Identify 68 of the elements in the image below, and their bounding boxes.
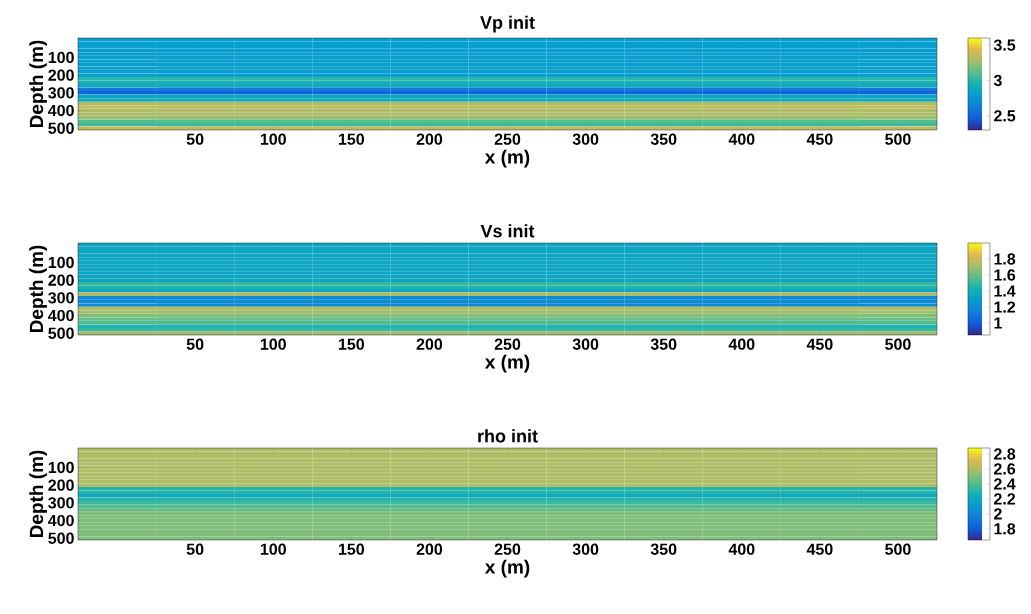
x-tick-label: 250 <box>494 338 521 350</box>
color-bar-label: 2.8 <box>994 448 1016 460</box>
x-axis-title: x (m) <box>484 149 530 168</box>
x-tick-label: 200 <box>416 133 443 145</box>
x-tick-label: 500 <box>885 543 911 555</box>
color-bar-label: 2 <box>994 508 1002 520</box>
y-tick-label: 500 <box>48 327 74 339</box>
color-bar-label: 1.2 <box>994 301 1016 313</box>
x-tick-label: 450 <box>806 543 833 555</box>
y-tick-label: 200 <box>48 274 74 286</box>
y-axis-title: Depth (m) <box>29 245 47 333</box>
x-tick-label: 400 <box>728 133 755 145</box>
y-tick-label: 100 <box>48 51 74 64</box>
y-tick-label: 300 <box>48 497 74 509</box>
color-bar-label: 2.6 <box>994 463 1016 475</box>
x-tick-label: 450 <box>806 133 833 145</box>
color-bar-label: 1.6 <box>994 269 1016 281</box>
color-bar-label: 1.8 <box>994 523 1016 535</box>
x-tick-label: 50 <box>186 543 204 555</box>
y-tick-label: 200 <box>48 479 74 491</box>
x-tick-label: 50 <box>186 133 204 145</box>
y-axis-title: Depth (m) <box>29 450 47 538</box>
x-tick-label: 400 <box>728 543 755 555</box>
color-bar-label: 2.2 <box>994 493 1016 505</box>
color-bar-label: 2.5 <box>994 110 1016 122</box>
y-tick-label: 200 <box>48 69 74 81</box>
color-bar-label: 2.4 <box>994 478 1016 490</box>
x-tick-label: 250 <box>494 133 521 145</box>
chart-title: Vs init <box>480 224 535 238</box>
x-tick-label: 150 <box>338 338 364 350</box>
x-tick-label: 200 <box>416 338 443 350</box>
x-tick-label: 500 <box>885 133 911 145</box>
x-tick-label: 450 <box>806 338 833 350</box>
y-tick-label: 400 <box>48 104 74 117</box>
x-tick-label: 250 <box>494 543 521 555</box>
chart-title: rho init <box>478 429 538 443</box>
x-tick-label: 500 <box>885 338 911 350</box>
x-tick-label: 300 <box>572 133 599 145</box>
x-tick-label: 300 <box>572 543 599 555</box>
y-tick-label: 400 <box>48 514 74 527</box>
y-tick-label: 400 <box>48 309 74 322</box>
y-tick-label: 100 <box>48 256 74 269</box>
x-tick-label: 150 <box>338 543 364 555</box>
x-tick-label: 50 <box>186 338 204 350</box>
y-tick-label: 500 <box>48 532 74 544</box>
y-tick-label: 300 <box>48 292 74 304</box>
y-tick-label: 300 <box>48 87 74 99</box>
x-tick-label: 300 <box>572 338 599 350</box>
y-tick-label: 100 <box>48 461 74 474</box>
y-axis-title: Depth (m) <box>29 40 47 128</box>
x-tick-label: 400 <box>728 338 755 350</box>
x-tick-label: 200 <box>416 543 443 555</box>
x-tick-label: 350 <box>650 133 677 145</box>
x-tick-label: 100 <box>260 543 286 555</box>
x-tick-label: 150 <box>338 133 364 145</box>
color-bar-label: 3 <box>993 74 1002 87</box>
x-tick-label: 100 <box>260 133 286 145</box>
x-axis-title: x (m) <box>484 354 530 373</box>
x-axis-title: x (m) <box>484 559 530 578</box>
x-tick-label: 350 <box>650 338 677 350</box>
color-bar-label: 1.4 <box>994 285 1016 297</box>
x-tick-label: 350 <box>650 543 677 555</box>
x-tick-label: 100 <box>260 338 286 350</box>
chart-title: Vp init <box>480 15 535 33</box>
color-bar-label: 3.5 <box>993 39 1016 51</box>
color-bar-label: 1.8 <box>994 253 1016 265</box>
color-bar-label: 1 <box>994 317 1002 329</box>
y-tick-label: 500 <box>48 122 74 134</box>
